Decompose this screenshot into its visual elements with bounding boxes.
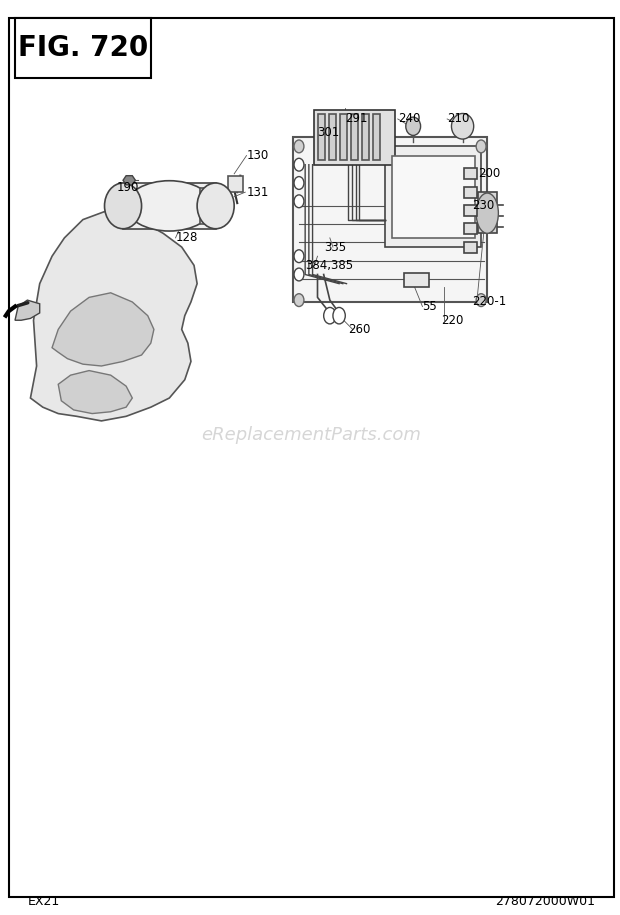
Bar — [386, 146, 481, 247]
Bar — [464, 205, 477, 216]
Bar — [464, 168, 477, 179]
Ellipse shape — [324, 307, 336, 324]
Bar — [464, 187, 477, 198]
Ellipse shape — [294, 294, 304, 307]
Text: 200: 200 — [478, 167, 500, 180]
Ellipse shape — [476, 140, 486, 153]
Ellipse shape — [294, 250, 304, 263]
Ellipse shape — [294, 140, 304, 153]
Ellipse shape — [476, 294, 486, 307]
Ellipse shape — [197, 183, 234, 229]
Bar — [340, 114, 347, 160]
Ellipse shape — [405, 117, 420, 135]
Bar — [317, 114, 325, 160]
Ellipse shape — [126, 181, 213, 231]
FancyBboxPatch shape — [15, 18, 151, 78]
Text: eReplacementParts.com: eReplacementParts.com — [202, 425, 421, 444]
Text: 230: 230 — [472, 199, 494, 212]
Polygon shape — [58, 371, 132, 414]
Bar — [123, 183, 216, 229]
Text: 240: 240 — [398, 113, 420, 125]
Text: 55: 55 — [422, 300, 437, 313]
Ellipse shape — [333, 307, 345, 324]
Text: 335: 335 — [324, 241, 346, 253]
Polygon shape — [30, 210, 197, 421]
Text: 210: 210 — [447, 113, 469, 125]
Ellipse shape — [294, 177, 304, 189]
Polygon shape — [15, 300, 40, 320]
Text: 128: 128 — [175, 231, 198, 244]
Bar — [464, 242, 477, 253]
Text: 190: 190 — [117, 181, 140, 194]
Bar — [392, 156, 475, 238]
Ellipse shape — [476, 193, 498, 233]
Bar — [362, 114, 370, 160]
Ellipse shape — [451, 113, 474, 139]
Polygon shape — [293, 137, 487, 302]
Text: 260: 260 — [348, 323, 371, 336]
Bar — [464, 223, 477, 234]
Text: 220-1: 220-1 — [472, 296, 506, 308]
Bar — [200, 188, 222, 224]
Bar — [404, 273, 428, 287]
Text: 220: 220 — [441, 314, 463, 327]
Polygon shape — [123, 176, 135, 185]
Polygon shape — [52, 293, 154, 366]
Text: 301: 301 — [317, 126, 340, 139]
Bar — [373, 114, 381, 160]
Bar — [314, 110, 395, 165]
Ellipse shape — [294, 195, 304, 208]
Text: 291: 291 — [345, 113, 368, 125]
Polygon shape — [478, 192, 497, 233]
Text: 384,385: 384,385 — [305, 259, 353, 272]
Text: FIG. 720: FIG. 720 — [18, 34, 148, 61]
Text: 131: 131 — [247, 186, 269, 199]
Bar — [329, 114, 336, 160]
Text: EX21: EX21 — [27, 895, 60, 908]
Ellipse shape — [105, 183, 141, 229]
Bar — [351, 114, 358, 160]
Bar — [228, 176, 244, 192]
Ellipse shape — [294, 268, 304, 281]
Ellipse shape — [294, 158, 304, 171]
Text: 130: 130 — [247, 149, 268, 162]
Text: 278072000W01: 278072000W01 — [495, 895, 595, 908]
